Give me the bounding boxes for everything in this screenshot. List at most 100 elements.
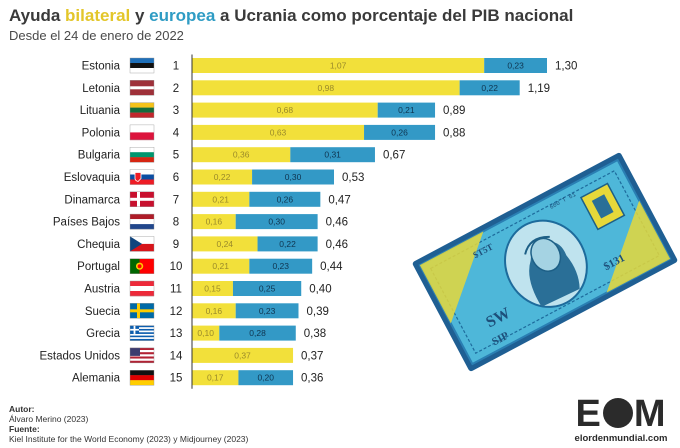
category-label: Bulgaria: [78, 150, 121, 162]
europea-value-label: 0,28: [249, 328, 266, 338]
bilateral-value-label: 0,17: [207, 373, 224, 383]
chart-row: Lituania 3 0,68 0,21 0,89: [80, 102, 465, 118]
sweden-flag: [129, 303, 155, 319]
title-suffix: a Ucrania como porcentaje del PIB nacion…: [215, 6, 574, 25]
rank-label: 10: [170, 261, 183, 273]
bulgaria-flag: [129, 146, 155, 163]
bar-bilateral: [192, 236, 258, 252]
dollar-bill-illustration: SW $131 $T5T SIP 600 T 61: [412, 152, 678, 372]
rank-label: 15: [170, 373, 183, 385]
bar-bilateral: [192, 102, 378, 118]
netherlands-flag: [129, 213, 155, 230]
bar-bilateral: [192, 191, 250, 207]
rank-label: 14: [170, 350, 183, 362]
category-label: Eslovaquia: [64, 172, 121, 184]
category-label: Países Bajos: [53, 217, 120, 229]
rank-label: 6: [173, 172, 179, 184]
total-value-label: 0,37: [301, 350, 323, 362]
slovakia-flag: [129, 169, 155, 185]
chart-row: Países Bajos 8 0,16 0,30 0,46: [53, 213, 348, 230]
total-value-label: 0,89: [443, 105, 465, 117]
total-value-label: 0,39: [307, 306, 329, 318]
bar-bilateral: [192, 80, 460, 96]
total-value-label: 0,47: [328, 194, 350, 206]
total-value-label: 0,67: [383, 150, 405, 162]
category-label: Letonia: [82, 83, 120, 95]
category-label: Alemania: [72, 373, 121, 385]
bilateral-value-label: 0,68: [277, 105, 294, 115]
estonia-flag: [129, 57, 155, 74]
rank-label: 2: [173, 83, 179, 95]
bar-europea: [235, 214, 318, 230]
bar-europea: [459, 80, 520, 96]
title-prefix: Ayuda: [9, 6, 66, 25]
rank-label: 8: [173, 217, 179, 229]
chart-subtitle: Desde el 24 de enero de 2022: [9, 28, 184, 43]
bar-bilateral: [192, 347, 294, 363]
denmark-flag: [129, 191, 155, 208]
chart-row: Polonia 4 0,63 0,26 0,88: [82, 124, 465, 141]
chart-row: Austria 11 0,15 0,25 0,40: [84, 280, 332, 297]
bar-europea: [235, 303, 299, 319]
bilateral-value-label: 0,16: [206, 217, 223, 227]
chart-row: Estados Unidos 14 0,37 0,37: [39, 347, 323, 364]
total-value-label: 0,36: [301, 373, 323, 385]
bar-bilateral: [192, 214, 236, 230]
europea-value-label: 0,23: [272, 261, 289, 271]
total-value-label: 0,88: [443, 127, 465, 139]
europea-value-label: 0,31: [324, 150, 341, 160]
europea-value-label: 0,22: [481, 83, 498, 93]
bar-europea: [238, 370, 294, 386]
europea-value-label: 0,30: [285, 172, 302, 182]
category-label: Chequia: [77, 239, 120, 251]
bilateral-value-label: 0,63: [270, 127, 287, 137]
title-bilateral: bilateral: [65, 6, 131, 25]
title-mid: y: [130, 6, 150, 25]
rank-label: 4: [173, 127, 180, 139]
category-label: Suecia: [85, 306, 121, 318]
chart-row: Alemania 15 0,17 0,20 0,36: [72, 370, 323, 386]
total-value-label: 0,40: [309, 284, 331, 296]
bar-europea: [249, 191, 321, 207]
bar-europea: [377, 102, 436, 118]
bilateral-value-label: 0,36: [233, 150, 250, 160]
logo-letter-m: M: [633, 393, 667, 435]
bar-bilateral: [192, 58, 485, 73]
rank-label: 1: [173, 61, 179, 73]
europea-value-label: 0,30: [268, 217, 285, 227]
chart-row: Chequia 9 0,24 0,22 0,46: [77, 236, 348, 252]
source-text: Kiel Institute for the World Economy (20…: [9, 434, 249, 444]
rank-label: 7: [173, 194, 179, 206]
category-label: Estonia: [82, 61, 121, 73]
chart-title: Ayuda bilateral y europea a Ucrania como…: [9, 6, 573, 26]
bilateral-value-label: 0,37: [234, 350, 251, 360]
europea-value-label: 0,21: [398, 105, 415, 115]
bilateral-value-label: 0,24: [216, 239, 233, 249]
chart-row: Suecia 12 0,16 0,23 0,39: [85, 303, 329, 319]
logo-letter-e: E: [575, 393, 602, 435]
austria-flag: [129, 280, 155, 297]
rank-label: 11: [170, 284, 182, 296]
bar-bilateral: [192, 370, 239, 386]
bar-bilateral: [192, 325, 220, 341]
category-label: Polonia: [82, 127, 121, 139]
rank-label: 9: [173, 239, 179, 251]
poland-flag: [129, 124, 155, 141]
bar-europea: [364, 124, 436, 140]
portugal-flag: [129, 258, 155, 274]
europea-value-label: 0,22: [279, 239, 296, 249]
total-value-label: 0,38: [304, 328, 326, 340]
europea-value-label: 0,26: [277, 194, 294, 204]
chart-row: Portugal 10 0,21 0,23 0,44: [77, 258, 343, 274]
bar-bilateral: [192, 147, 291, 163]
category-label: Grecia: [86, 328, 120, 340]
bilateral-value-label: 0,22: [214, 172, 231, 182]
bar-europea: [249, 258, 313, 274]
category-label: Estados Unidos: [39, 350, 120, 362]
latvia-flag: [129, 80, 155, 96]
chart-row: Eslovaquia 6 0,22 0,30 0,53: [64, 169, 364, 185]
bilateral-value-label: 0,98: [318, 83, 335, 93]
bar-bilateral: [192, 169, 253, 185]
